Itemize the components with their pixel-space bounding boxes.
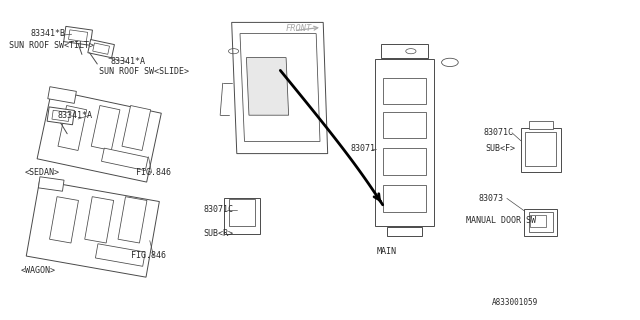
- Text: SUN ROOF SW<SLIDE>: SUN ROOF SW<SLIDE>: [99, 67, 189, 76]
- Polygon shape: [240, 34, 320, 141]
- Text: 83341*A: 83341*A: [110, 57, 145, 66]
- Bar: [387, 227, 422, 236]
- Text: SUB<F>: SUB<F>: [485, 144, 515, 153]
- Bar: [383, 185, 426, 212]
- Polygon shape: [93, 43, 109, 54]
- Polygon shape: [38, 177, 64, 191]
- Bar: [521, 128, 561, 172]
- Polygon shape: [92, 106, 120, 150]
- Text: 83341*B: 83341*B: [31, 29, 66, 38]
- Text: <SEDAN>: <SEDAN>: [24, 168, 60, 177]
- Polygon shape: [102, 148, 148, 171]
- Polygon shape: [68, 30, 88, 42]
- Bar: [383, 78, 426, 104]
- Text: FRONT: FRONT: [286, 24, 312, 33]
- Polygon shape: [49, 197, 79, 243]
- Bar: [383, 112, 426, 138]
- Bar: [529, 121, 553, 129]
- Text: MANUAL DOOR SW: MANUAL DOOR SW: [466, 216, 536, 225]
- Polygon shape: [26, 180, 159, 277]
- Polygon shape: [47, 107, 74, 125]
- Bar: [229, 199, 255, 227]
- Polygon shape: [246, 58, 289, 115]
- Polygon shape: [52, 110, 70, 121]
- Text: A833001059: A833001059: [492, 298, 538, 307]
- Text: 83341*A: 83341*A: [58, 111, 93, 120]
- Bar: [524, 209, 557, 236]
- Text: 83073: 83073: [478, 194, 503, 203]
- Bar: [375, 59, 434, 226]
- Text: FIG.846: FIG.846: [131, 252, 166, 260]
- Polygon shape: [118, 197, 147, 243]
- Polygon shape: [95, 244, 145, 266]
- Text: SUN ROOF SW<TILT>: SUN ROOF SW<TILT>: [9, 41, 94, 50]
- Text: <WAGON>: <WAGON>: [20, 266, 56, 275]
- Bar: [383, 148, 426, 175]
- Text: MAIN: MAIN: [376, 247, 396, 256]
- Text: 83071C: 83071C: [483, 128, 513, 137]
- Polygon shape: [58, 106, 86, 150]
- Bar: [530, 215, 545, 227]
- Polygon shape: [122, 106, 150, 150]
- Polygon shape: [232, 22, 328, 154]
- Polygon shape: [88, 40, 115, 58]
- Bar: [525, 132, 556, 166]
- Text: 83071: 83071: [351, 144, 376, 153]
- Bar: [225, 197, 260, 234]
- Polygon shape: [48, 87, 76, 103]
- Polygon shape: [84, 197, 114, 243]
- Bar: [529, 212, 553, 232]
- Text: FIG.846: FIG.846: [136, 168, 171, 177]
- Polygon shape: [64, 26, 92, 45]
- Text: 83071C: 83071C: [204, 205, 234, 214]
- Polygon shape: [37, 90, 161, 182]
- Text: SUB<R>: SUB<R>: [204, 229, 234, 238]
- Bar: [381, 44, 428, 58]
